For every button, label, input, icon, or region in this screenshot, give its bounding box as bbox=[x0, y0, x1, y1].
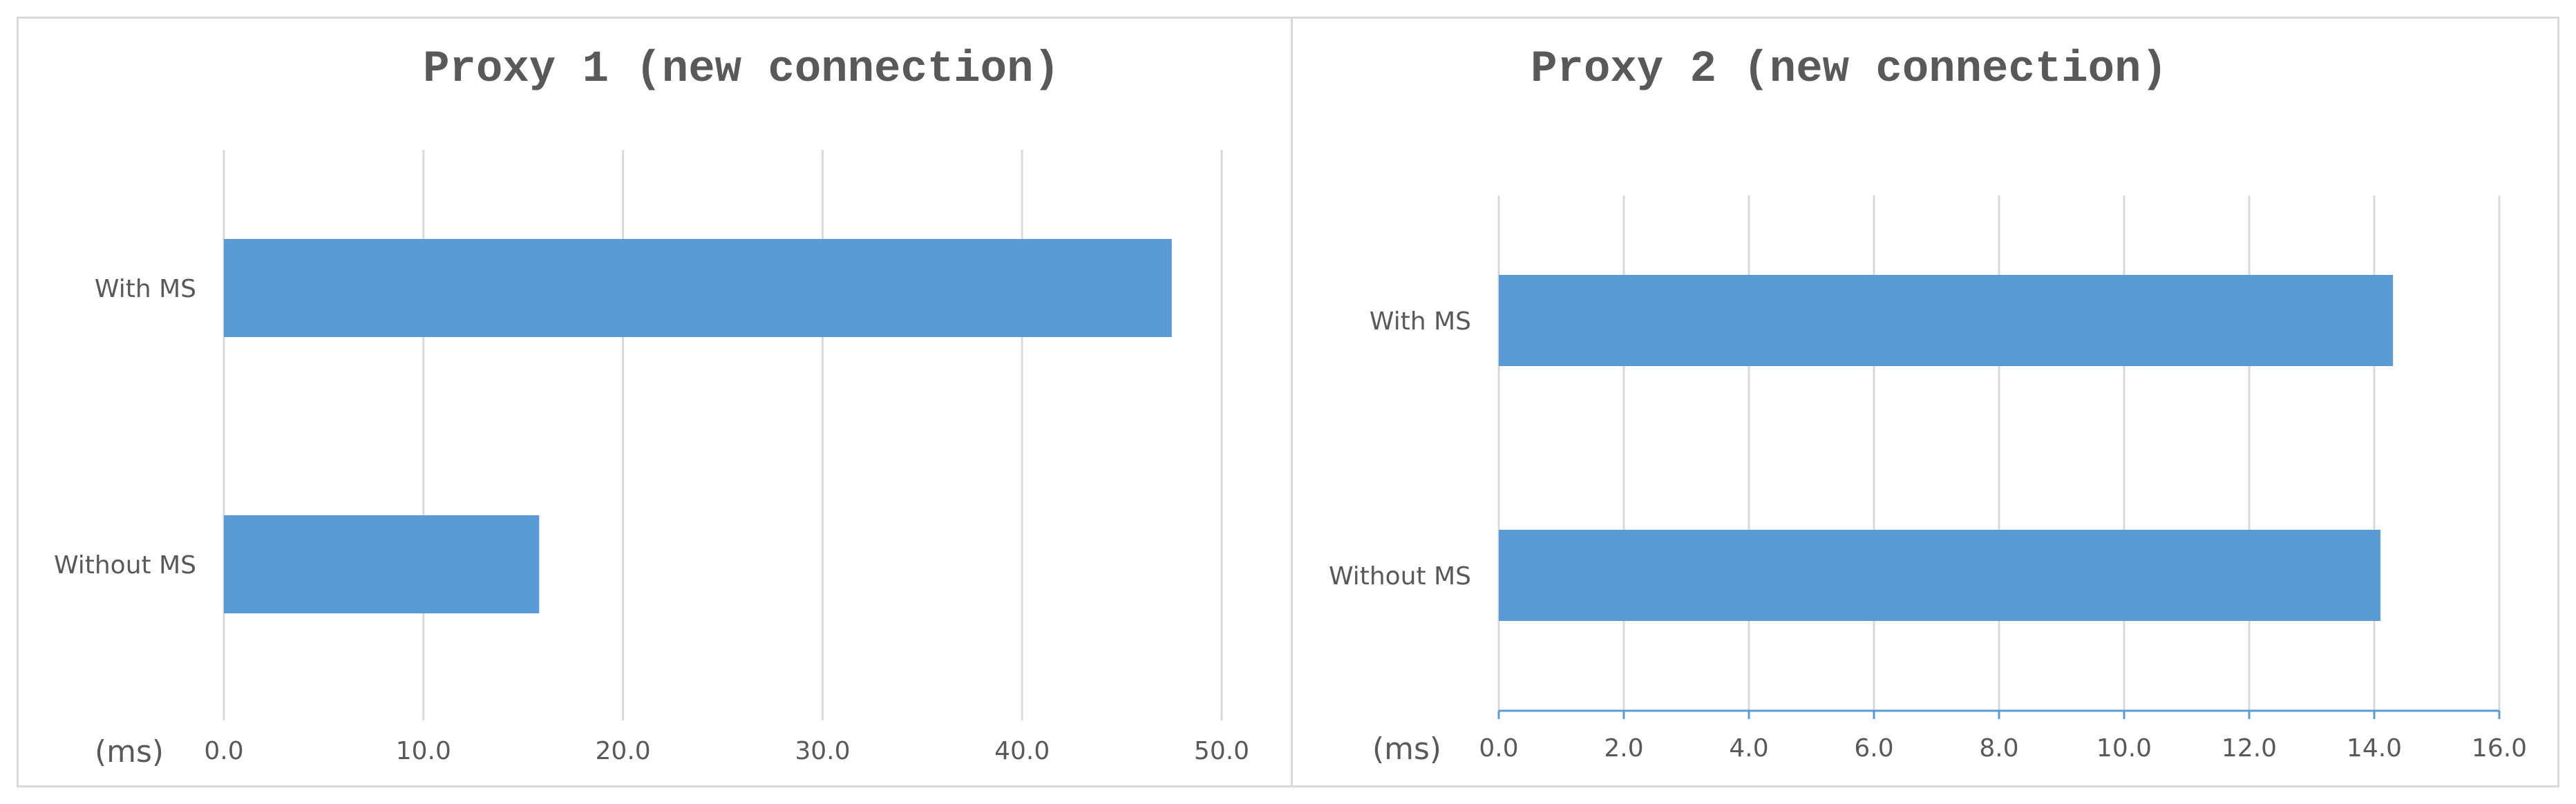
x-tick-label: 10.0 bbox=[2096, 734, 2152, 763]
x-tick-label: 30.0 bbox=[795, 737, 850, 765]
x-tick-label: 8.0 bbox=[1979, 734, 2018, 763]
bar-with-ms bbox=[1499, 275, 2394, 366]
x-tick-label: 16.0 bbox=[2472, 734, 2527, 763]
category-label: Without MS bbox=[1329, 562, 1471, 591]
x-tick-label: 6.0 bbox=[1854, 734, 1893, 763]
chart-panel-proxy-1: Proxy 1 (new connection) 0.0 10.0 20.0 30.0… bbox=[17, 17, 1294, 787]
category-label: With MS bbox=[1370, 307, 1471, 336]
category-label: Without MS bbox=[54, 551, 196, 580]
category-label: With MS bbox=[95, 275, 196, 303]
chart-title: Proxy 2 (new connection) bbox=[1531, 45, 2168, 95]
bar-without-ms bbox=[224, 515, 540, 613]
x-tick-label: 4.0 bbox=[1729, 734, 1768, 763]
x-tick-label: 2.0 bbox=[1604, 734, 1643, 763]
chart-title: Proxy 1 (new connection) bbox=[423, 45, 1060, 95]
x-tick-label: 0.0 bbox=[204, 737, 243, 765]
x-tick-label: 40.0 bbox=[994, 737, 1050, 765]
x-tick-label: 0.0 bbox=[1479, 734, 1518, 763]
bar-chart-proxy-2: 0.0 2.0 4.0 6.0 8.0 10.0 12.0 14.0 16.0 (ms) With … bbox=[1329, 195, 2527, 767]
x-tick-label: 50.0 bbox=[1194, 737, 1249, 765]
x-tick-label: 10.0 bbox=[396, 737, 451, 765]
bar-without-ms bbox=[1499, 530, 2381, 621]
bar-with-ms bbox=[224, 239, 1172, 337]
axis-unit-label: (ms) bbox=[95, 734, 164, 769]
axis-unit-label: (ms) bbox=[1372, 731, 1441, 767]
x-tick-label: 20.0 bbox=[596, 737, 651, 765]
bar-chart-proxy-1: 0.0 10.0 20.0 30.0 40.0 50.0 (ms) With MS Withou… bbox=[54, 150, 1249, 769]
x-tick-label: 12.0 bbox=[2222, 734, 2277, 763]
chart-panel-proxy-2: Proxy 2 (new connection) 0.0 2.0 4.0 6.0 8.0… bbox=[1291, 17, 2559, 787]
x-tick-label: 14.0 bbox=[2347, 734, 2402, 763]
